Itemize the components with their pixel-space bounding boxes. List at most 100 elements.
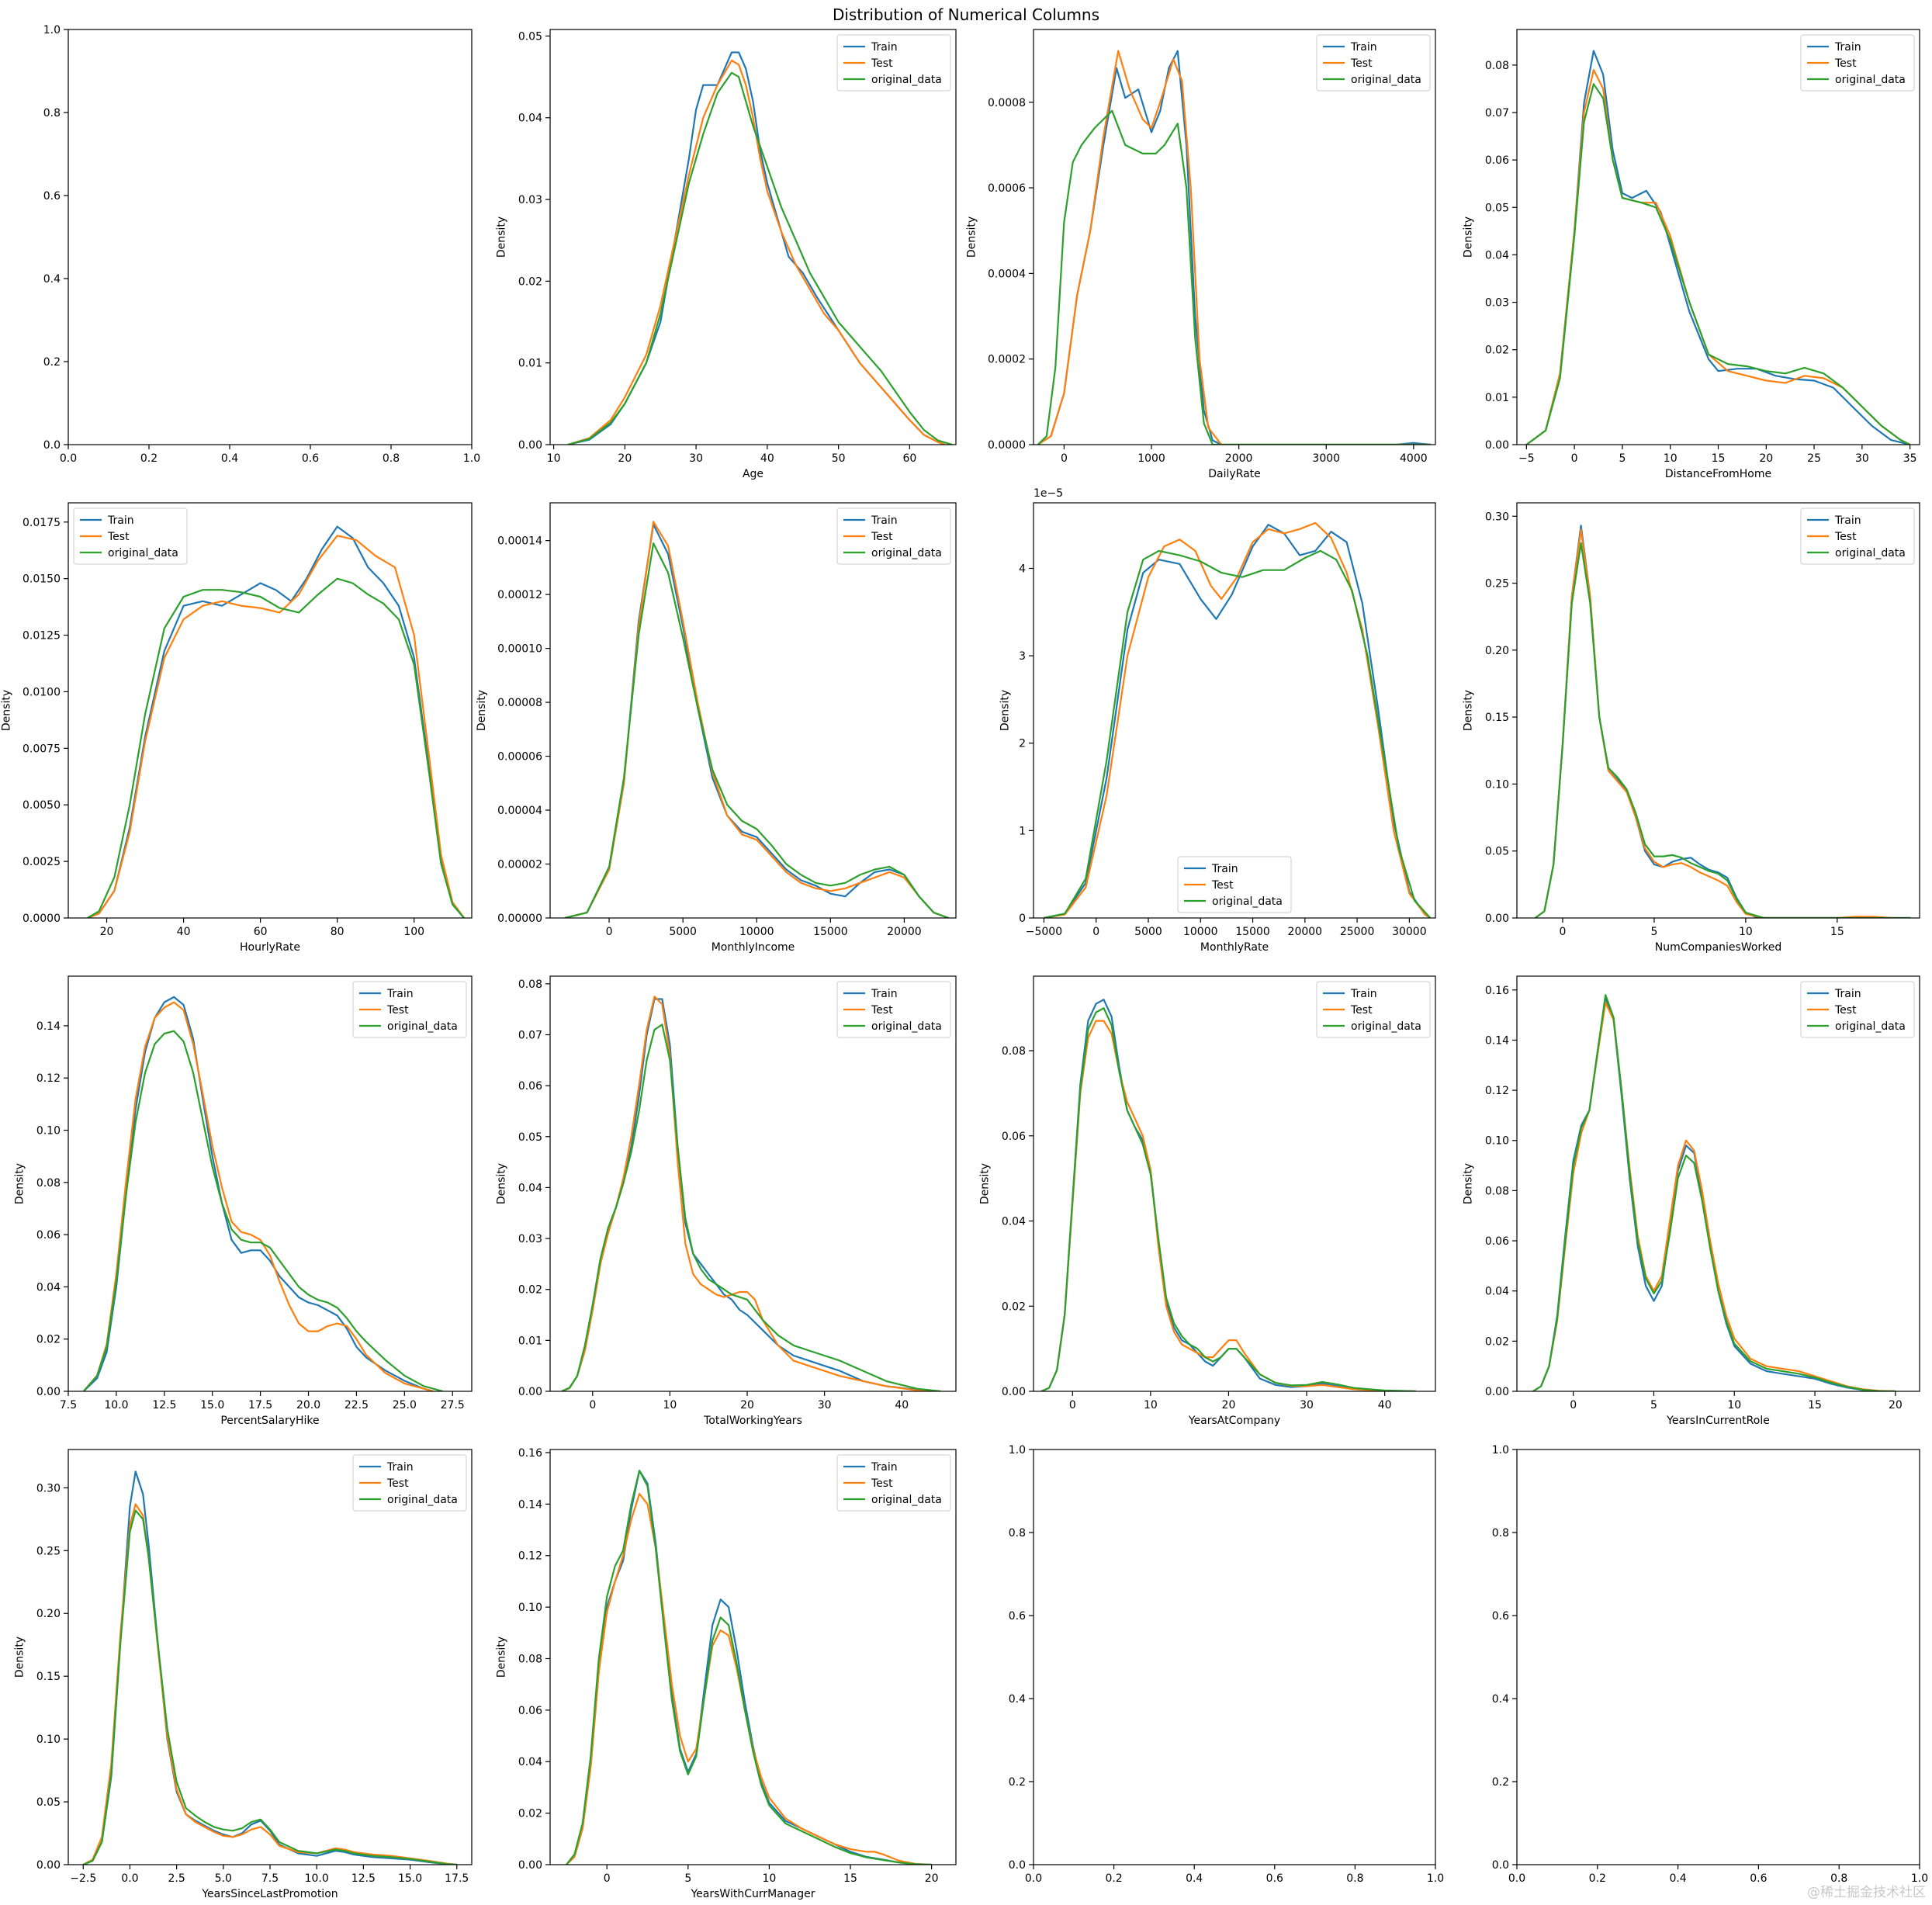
series-line-original-data	[1532, 994, 1896, 1391]
series-line-train	[83, 996, 434, 1391]
y-tick-label: 0.01	[1485, 392, 1509, 404]
x-tick-label: 20	[618, 452, 632, 465]
legend-entry: original_data	[1212, 895, 1283, 908]
legend-frame	[1800, 507, 1915, 565]
legend-entry: Test	[1834, 1004, 1857, 1017]
x-tick-label: 20	[1222, 1399, 1236, 1411]
series-line-original-data	[82, 1030, 444, 1391]
x-tick-label: 0.0	[121, 1872, 138, 1885]
x-tick-label: 35	[1903, 452, 1917, 465]
series-line-test	[1044, 521, 1431, 918]
y-tick-label: 0.0	[1009, 1859, 1026, 1872]
y-tick-label: 0.00012	[497, 589, 542, 601]
y-tick-label: 0.02	[1002, 1301, 1026, 1313]
y-tick-label: 0.00010	[497, 643, 542, 656]
legend-entry: Test	[871, 531, 893, 543]
y-offset-text: 1e−5	[1034, 487, 1063, 500]
y-tick-label: 0.08	[1485, 60, 1509, 72]
x-tick-label: 0.2	[1589, 1872, 1606, 1885]
legend-entry: Test	[871, 1477, 893, 1490]
x-tick-label: 5000	[1134, 926, 1162, 938]
legend: Train Test original_data	[73, 507, 188, 565]
x-tick-label: 25.0	[393, 1399, 417, 1411]
x-tick-label: 15	[843, 1872, 857, 1885]
legend: Train Test original_data	[836, 34, 951, 92]
series-line-original-data	[561, 1024, 941, 1391]
x-tick-label: 0	[1570, 1399, 1577, 1411]
x-tick-label: 40	[895, 1399, 909, 1411]
x-tick-label: 10	[1144, 1399, 1158, 1411]
y-tick-label: 0.08	[518, 978, 542, 991]
x-axis-label: DailyRate	[1208, 468, 1261, 480]
x-tick-label: 15	[1830, 926, 1844, 938]
series-line-original-data	[1525, 83, 1911, 445]
x-tick-label: 15.0	[200, 1399, 224, 1411]
y-tick-label: 0.10	[1485, 778, 1509, 791]
y-axis-label: Density	[0, 690, 12, 731]
y-tick-label: 0.10	[518, 1602, 542, 1614]
x-tick-label: 0	[604, 1872, 611, 1885]
x-tick-label: 0.4	[1669, 1872, 1686, 1885]
x-tick-label: 1.0	[1427, 1872, 1444, 1885]
subplot-2: 10 20 30 40 50 60 0.00 0.01 0.02 0.03 0.04 0.05 Age D…	[496, 29, 957, 480]
legend: Train Test original_data	[1316, 34, 1431, 92]
x-axis-label: YearsInCurrentRole	[1666, 1415, 1770, 1427]
legend-entry: Test	[386, 1004, 409, 1017]
legend-entry: Train	[1834, 988, 1861, 1000]
watermark: @稀土掘金技术社区	[1807, 1885, 1926, 1900]
legend: Train Test original_data	[352, 981, 467, 1038]
x-tick-label: 5.0	[215, 1872, 232, 1885]
x-tick-label: 17.5	[445, 1872, 469, 1885]
y-tick-label: 0.04	[1485, 249, 1509, 262]
x-tick-label: 5	[1650, 1399, 1657, 1411]
x-tick-label: 0.6	[1750, 1872, 1767, 1885]
legend: Train Test original_data	[836, 1454, 951, 1512]
legend-entry: original_data	[871, 1494, 942, 1506]
x-tick-label: 20	[740, 1399, 754, 1411]
y-tick-label: 0.08	[1485, 1185, 1509, 1197]
x-tick-label: 0	[1061, 452, 1068, 465]
x-axis-label: YearsWithCurrManager	[690, 1888, 815, 1900]
series-line-original-data	[564, 542, 949, 918]
axes-frame	[1516, 502, 1920, 919]
y-axis-label: Density	[999, 690, 1011, 731]
x-tick-label: 12.5	[152, 1399, 176, 1411]
axes-frame	[549, 502, 957, 919]
y-tick-label: 0.00	[1485, 1386, 1509, 1398]
y-tick-label: 0.08	[518, 1653, 542, 1665]
x-tick-label: 20	[100, 926, 114, 938]
x-tick-label: 5000	[669, 926, 697, 938]
y-tick-label: 0.0006	[988, 182, 1026, 195]
x-tick-label: 25	[1807, 452, 1821, 465]
y-tick-label: 0.0100	[23, 686, 61, 698]
x-tick-label: −5	[1518, 452, 1535, 465]
y-tick-label: 0.01	[518, 358, 542, 370]
legend-frame	[836, 1454, 951, 1512]
y-tick-label: 0.08	[1002, 1045, 1026, 1058]
series-line-original-data	[567, 71, 953, 445]
series-line-train	[1040, 999, 1416, 1391]
axes-frame	[68, 975, 473, 1392]
y-tick-label: 0.00	[518, 1386, 542, 1398]
y-tick-label: 0.25	[36, 1545, 61, 1557]
y-axis-label: Density	[1463, 1163, 1475, 1204]
y-tick-label: 0.0	[43, 439, 61, 452]
y-tick-label: 0.04	[518, 1756, 542, 1768]
y-tick-label: 0.03	[518, 194, 542, 206]
legend-entry: original_data	[871, 547, 942, 559]
x-tick-label: 15	[1808, 1399, 1822, 1411]
x-tick-label: 40	[760, 452, 774, 465]
y-tick-label: 0.05	[518, 30, 542, 43]
x-tick-label: 5	[1619, 452, 1626, 465]
y-tick-label: 0.14	[36, 1020, 61, 1033]
legend-entry: original_data	[1835, 547, 1906, 559]
x-tick-label: 20000	[1288, 926, 1323, 938]
series-line-train	[1525, 50, 1910, 445]
subplot-4: −5 0 5 10 15 20 25 30 35 0.00 0.01 0.02 0.03 0.04 0.05…	[1463, 29, 1920, 480]
x-tick-label: 0	[1560, 926, 1567, 938]
y-tick-label: 0.04	[36, 1281, 61, 1294]
subplot-15: 0.0 0.2 0.4 0.6 0.8 1.0 0.0 0.2 0.4 0.6 0.8 1.0	[1009, 1444, 1444, 1885]
legend-entry: Test	[871, 57, 893, 70]
subplot-12: 0 5 10 15 20 0.00 0.02 0.04 0.06 0.08 0.10 0.12 0.14…	[1463, 975, 1920, 1427]
